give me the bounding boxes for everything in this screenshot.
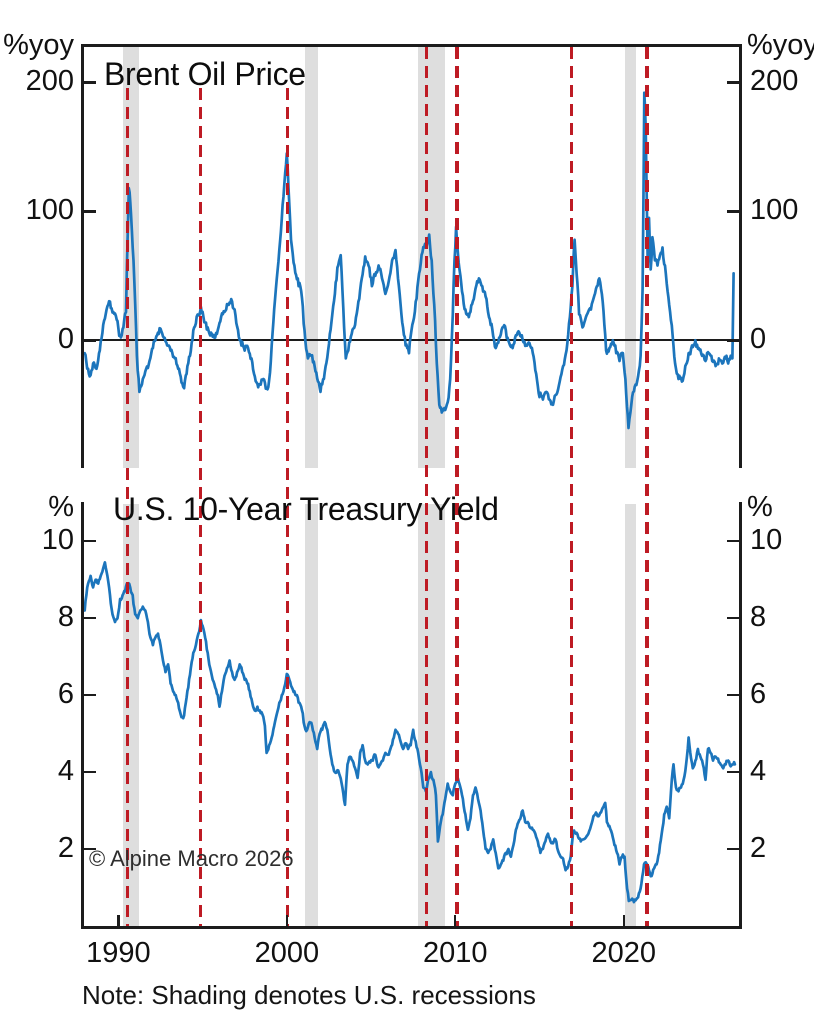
x-tick [285,915,289,926]
event-marker-line [569,47,574,926]
y-tick-right [727,617,739,620]
top-panel-unit-label-right: %yoy [747,29,814,61]
y-tick-left [84,694,96,697]
y-tick-label: 0 [57,323,74,356]
bottom-panel-unit-label-left: % [48,491,74,523]
top-panel-right-axis [739,44,742,468]
series-line-oil [83,91,735,430]
y-tick-label: 8 [750,601,767,634]
y-tick-label: 100 [25,194,74,227]
series-polyline [83,561,737,904]
event-marker-line [455,47,459,926]
top-panel-title: Brent Oil Price [104,56,306,92]
copyright-text: © Alpine Macro 2026 [89,846,294,871]
zero-gridline [83,339,740,342]
bottom-panel-unit-label-right: % [747,491,773,523]
series-polyline [83,91,735,430]
x-tick [117,915,120,926]
y-tick-left [84,81,96,84]
event-marker-line [285,88,290,926]
top-panel-left-axis [81,44,84,468]
y-tick-label: 6 [57,678,74,711]
x-tick-label: 1990 [86,937,151,969]
y-tick-label: 200 [750,65,799,98]
y-tick-label: 0 [750,323,767,356]
y-tick-right [727,771,739,774]
series-line-yield [83,561,737,904]
bottom-panel-left-axis [81,502,84,929]
x-tick [622,915,625,926]
y-tick-left [84,617,96,620]
note-text: Note: Shading denotes U.S. recessions [82,980,536,1010]
y-tick-left [84,540,96,543]
y-tick-right [727,210,739,213]
bottom-panel-right-axis [739,502,742,929]
y-tick-label: 100 [750,194,799,227]
y-tick-left [84,771,96,774]
y-tick-label: 4 [750,755,767,788]
top-panel-unit-label-left: %yoy [3,29,74,61]
y-tick-left [84,339,96,342]
y-tick-label: 8 [57,601,74,634]
x-tick [454,915,457,926]
y-tick-right [727,339,739,342]
recession-band [304,504,318,926]
y-tick-right [727,540,739,543]
event-marker-line [198,88,203,926]
y-tick-label: 2 [750,832,767,865]
event-marker-line [424,47,429,926]
event-marker-line [125,88,130,926]
y-tick-label: 10 [41,524,74,557]
x-tick-label: 2000 [254,937,320,969]
y-tick-right [727,81,739,84]
y-tick-label: 6 [750,678,767,711]
x-tick-label: 2020 [591,937,656,969]
y-tick-label: 4 [57,755,74,788]
recession-band [625,504,637,926]
bottom-panel-bottom-axis [81,926,742,929]
x-tick-label: 2010 [423,937,488,969]
y-tick-label: 10 [750,524,783,557]
y-tick-right [727,848,739,851]
top-panel-top-axis [81,44,742,47]
y-tick-right [727,694,739,697]
bottom-panel-title: U.S. 10-Year Treasury Yield [113,491,499,527]
y-tick-left [84,210,96,213]
recession-band [418,504,446,926]
y-tick-label: 2 [57,832,74,865]
event-marker-line [645,47,649,926]
y-tick-left [84,848,96,851]
recession-band [625,47,637,468]
y-tick-label: 200 [25,65,74,98]
